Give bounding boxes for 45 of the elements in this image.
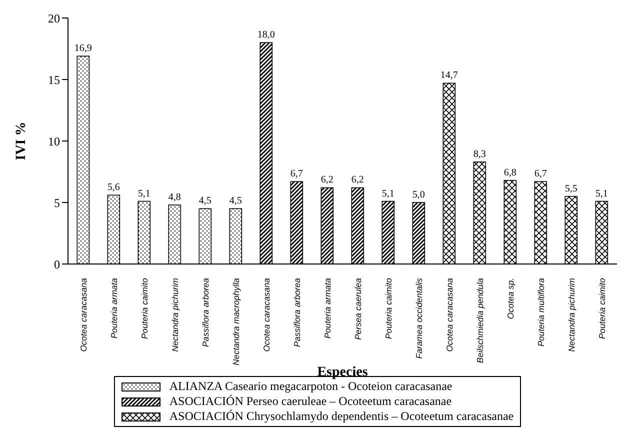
x-tick-label: Ocotea caracasana: [261, 278, 272, 352]
data-label: 5,5: [564, 183, 578, 194]
x-tick-label: Beilschmiedia pendula: [474, 278, 485, 364]
x-tick-label: Nectandra macrophylla: [230, 278, 241, 366]
y-tick-label: 20: [48, 11, 60, 26]
x-tick-label: Nectandra pichurim: [170, 278, 180, 352]
x-tick-label: Pouteria caimito: [596, 278, 607, 339]
x-tick-label: Ocotea caracasana: [78, 278, 88, 352]
data-label: 5,1: [382, 188, 394, 200]
x-tick-label: Ocotea sp.: [505, 278, 516, 320]
y-tick-label: 0: [54, 257, 60, 272]
x-tick-label: Pouteria caimito: [139, 278, 150, 339]
x-tick-label: Passiflora arborea: [200, 278, 210, 347]
data-label: 4,8: [168, 192, 181, 203]
x-tick-label: Persea caerulea: [352, 278, 363, 340]
data-label: 8,3: [473, 148, 486, 160]
data-label: 5,0: [412, 190, 425, 200]
legend-label: ASOCIACIÓN Chrysochlamydo dependentis – Ocoteetum caracasanae: [169, 409, 514, 424]
y-axis-title: IVI %: [14, 122, 29, 160]
x-tick-label: Pouteria armata: [108, 278, 119, 338]
y-tick-label: 15: [48, 72, 60, 87]
data-label: 6,7: [290, 168, 303, 180]
legend-label: ASOCIACIÓN Perseo caeruleae – Ocoteetum caracasanae: [169, 394, 452, 409]
x-tick-label: Passiflora arborea: [292, 278, 302, 347]
data-label: 16,9: [74, 43, 92, 54]
x-tick-label: Pouteria armata: [322, 278, 332, 338]
data-label: 18,0: [257, 30, 275, 41]
legend-label: ALIANZA Caseario megacarpoton - Ocoteion caracasanae: [169, 379, 452, 394]
data-label: 6,8: [504, 167, 516, 178]
x-tick-label: Nectandra pichurim: [566, 278, 576, 352]
data-label: 5,1: [138, 188, 150, 200]
data-label: 14,7: [440, 70, 458, 82]
x-tick-label: Pouteria multiflora: [536, 278, 546, 347]
x-tick-label: Ocotea caracasana: [444, 278, 454, 352]
data-label: 5,1: [595, 188, 608, 200]
data-label: 4,5: [198, 196, 212, 207]
data-label: 6,7: [534, 168, 547, 180]
y-tick-label: 5: [54, 196, 60, 210]
data-label: 6,2: [320, 174, 334, 186]
y-tick-label: 10: [48, 134, 60, 148]
x-tick-label: Pouteria caimito: [383, 278, 394, 339]
data-label: 5,6: [107, 182, 120, 194]
data-label: 4,5: [229, 196, 242, 207]
data-label: 6,2: [351, 174, 364, 186]
x-tick-label: Faramea occidentalis: [414, 277, 424, 359]
